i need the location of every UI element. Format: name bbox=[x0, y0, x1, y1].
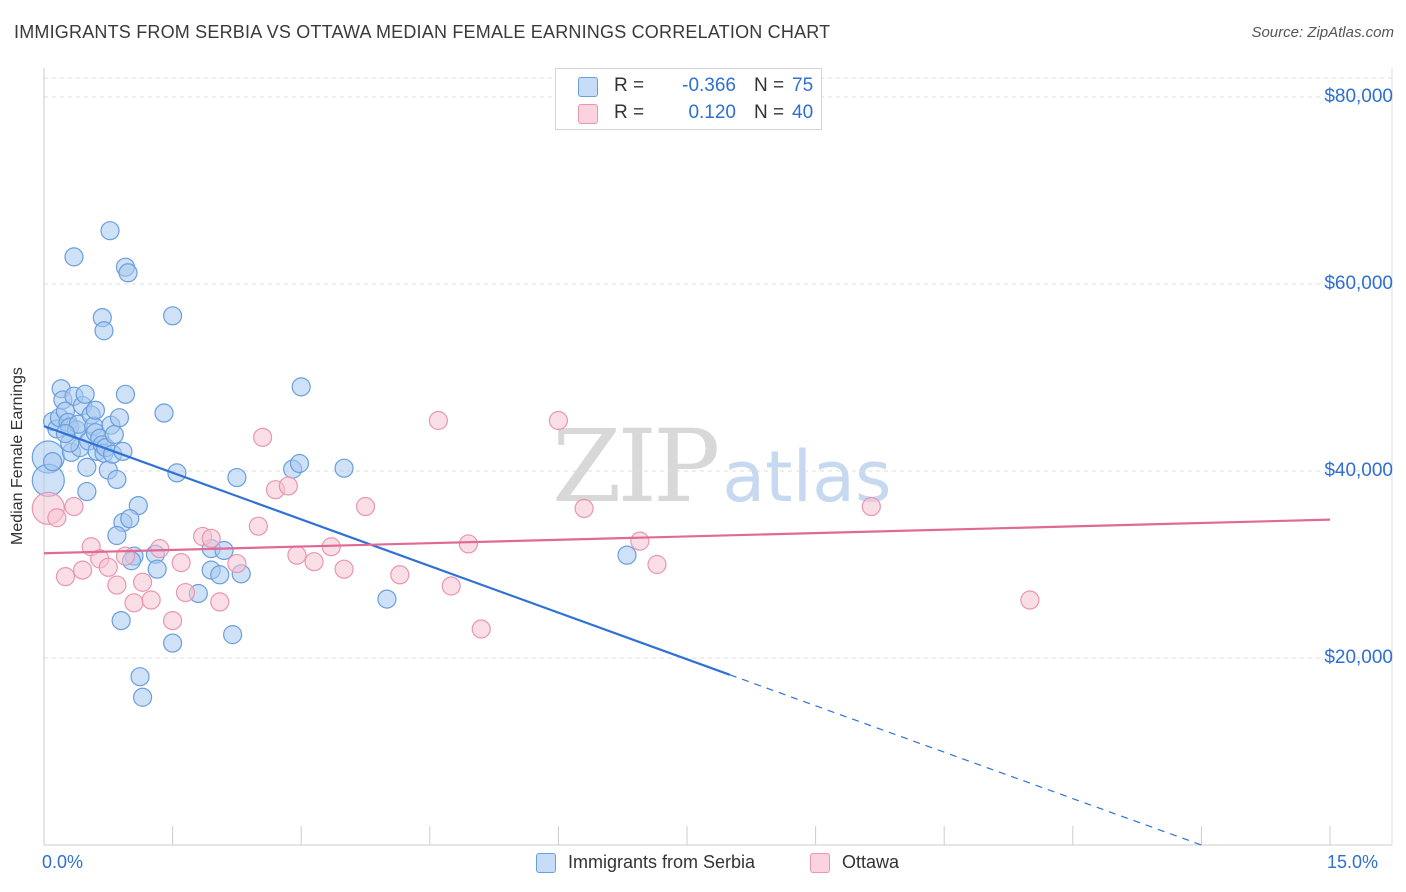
ottawa-point bbox=[334, 559, 354, 579]
ottawa-point bbox=[210, 592, 230, 612]
serbia-point bbox=[223, 625, 243, 645]
legend-r-label: R = bbox=[614, 102, 645, 123]
bottom-legend-swatch-serbia bbox=[536, 853, 556, 873]
ottawa-point bbox=[107, 575, 127, 595]
bottom-legend-label: Ottawa bbox=[842, 852, 900, 872]
ottawa-point bbox=[132, 572, 153, 592]
bottom-legend-swatch-ottawa bbox=[810, 853, 830, 873]
serbia-point bbox=[42, 452, 63, 472]
x-tick-label-max: 15.0% bbox=[1327, 852, 1379, 872]
legend-n-value: 75 bbox=[792, 75, 814, 96]
y-tick-label: $40,000 bbox=[1324, 460, 1393, 481]
serbia-point bbox=[167, 463, 187, 483]
serbia-point bbox=[100, 221, 120, 241]
serbia-point bbox=[132, 687, 153, 707]
ottawa-point bbox=[458, 534, 478, 554]
legend-n-value: 40 bbox=[792, 102, 814, 123]
ottawa-trend-line bbox=[43, 518, 1331, 555]
ottawa-point bbox=[47, 508, 67, 528]
ottawa-point bbox=[64, 496, 84, 517]
legend-swatch-serbia bbox=[578, 77, 598, 97]
ottawa-point bbox=[253, 427, 273, 447]
legend-n-label: N = bbox=[754, 102, 785, 123]
ottawa-point bbox=[248, 516, 268, 536]
ottawa-point bbox=[171, 553, 191, 573]
ottawa-point bbox=[441, 576, 461, 596]
legend-swatch-ottawa bbox=[578, 104, 598, 124]
legend-r-value: 0.120 bbox=[688, 102, 736, 123]
ottawa-point bbox=[150, 539, 170, 559]
ottawa-point bbox=[201, 528, 221, 548]
ottawa-point bbox=[163, 610, 183, 631]
ottawa-point bbox=[574, 498, 594, 518]
ottawa-point bbox=[355, 496, 376, 517]
serbia-point bbox=[75, 384, 95, 404]
serbia-point bbox=[214, 540, 234, 561]
serbia-point bbox=[111, 610, 131, 631]
legend-r-value: -0.366 bbox=[682, 75, 736, 96]
serbia-point bbox=[109, 408, 130, 428]
ottawa-point bbox=[548, 410, 569, 431]
ottawa-point bbox=[647, 554, 667, 575]
serbia-point bbox=[163, 633, 183, 653]
ottawa-point bbox=[390, 565, 410, 585]
serbia-point bbox=[334, 458, 354, 478]
serbia-point bbox=[147, 559, 167, 579]
ottawa-point bbox=[861, 496, 881, 517]
serbia-point bbox=[120, 509, 140, 529]
serbia-point bbox=[115, 384, 136, 404]
ottawa-point bbox=[124, 593, 144, 613]
serbia-point bbox=[104, 424, 124, 445]
serbia-point bbox=[64, 247, 84, 267]
y-tick-label: $60,000 bbox=[1324, 273, 1393, 294]
serbia-point bbox=[107, 469, 127, 490]
serbia-trend-line bbox=[43, 425, 731, 676]
ottawa-point bbox=[55, 567, 76, 587]
y-axis-title: Median Female Earnings bbox=[9, 367, 26, 545]
serbia-point bbox=[163, 306, 183, 326]
x-tick-label-min: 0.0% bbox=[42, 852, 84, 872]
legend-r-label: R = bbox=[614, 75, 645, 96]
legend-n-label: N = bbox=[754, 75, 785, 96]
ottawa-point bbox=[98, 557, 118, 577]
serbia-point bbox=[77, 481, 97, 502]
source-label: Source: ZipAtlas.com bbox=[1251, 24, 1394, 41]
serbia-point bbox=[94, 321, 114, 341]
ottawa-point bbox=[630, 531, 650, 551]
serbia-trend-extension bbox=[729, 674, 1202, 846]
ottawa-point bbox=[1020, 590, 1040, 610]
ottawa-point bbox=[428, 410, 448, 431]
ottawa-point bbox=[72, 560, 93, 580]
y-tick-label: $80,000 bbox=[1324, 86, 1393, 107]
serbia-point bbox=[227, 467, 247, 488]
ottawa-point bbox=[287, 545, 307, 565]
serbia-point bbox=[617, 545, 637, 565]
serbia-point bbox=[210, 565, 230, 585]
ottawa-point bbox=[115, 546, 136, 566]
serbia-point bbox=[154, 403, 174, 423]
chart-title: IMMIGRANTS FROM SERBIA VS OTTAWA MEDIAN … bbox=[14, 22, 831, 42]
y-tick-label: $20,000 bbox=[1324, 647, 1393, 668]
serbia-point bbox=[118, 263, 138, 283]
serbia-point bbox=[291, 377, 311, 397]
ottawa-point bbox=[278, 476, 298, 496]
ottawa-point bbox=[471, 619, 491, 639]
serbia-point bbox=[289, 453, 310, 474]
serbia-point bbox=[130, 667, 150, 687]
serbia-point bbox=[107, 525, 127, 546]
ottawa-point bbox=[175, 582, 196, 603]
serbia-point bbox=[85, 400, 106, 420]
ottawa-point bbox=[304, 552, 324, 572]
ottawa-point bbox=[141, 590, 161, 610]
serbia-point bbox=[77, 457, 97, 477]
ottawa-point bbox=[227, 553, 247, 574]
bottom-legend-label: Immigrants from Serbia bbox=[568, 852, 756, 872]
serbia-point bbox=[377, 589, 397, 609]
correlation-legend: R = -0.366 N = 75 R = 0.120 N = 40 bbox=[555, 68, 822, 130]
